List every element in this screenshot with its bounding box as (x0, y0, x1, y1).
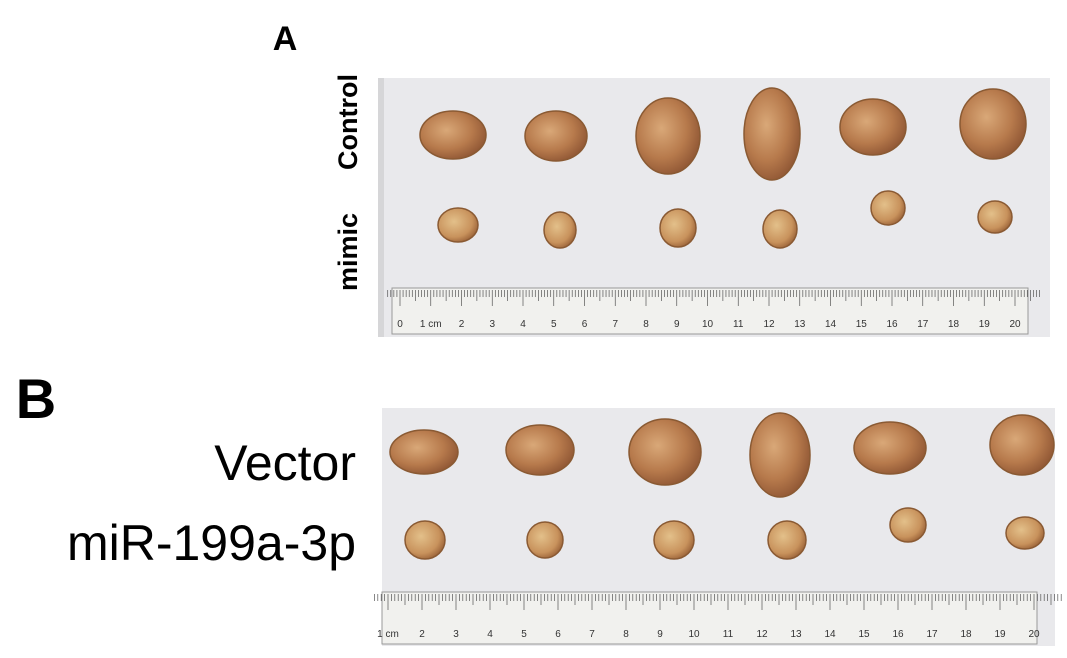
ruler-label: 3 (453, 629, 459, 640)
tumor (762, 209, 798, 249)
ruler-label: 16 (886, 319, 898, 330)
ruler-label: 8 (643, 319, 649, 330)
tumor (743, 87, 801, 181)
ruler-label: 18 (948, 319, 960, 330)
tumor (389, 429, 459, 475)
row-label: Vector (214, 435, 356, 491)
ruler-label: 12 (763, 319, 775, 330)
tumor (989, 414, 1055, 476)
ruler-label: 8 (623, 629, 629, 640)
ruler-label: 14 (825, 319, 837, 330)
ruler-label: 4 (520, 319, 526, 330)
ruler-label: 13 (794, 319, 806, 330)
tumor (505, 424, 575, 476)
tumor (437, 207, 479, 243)
ruler-label: 20 (1028, 629, 1040, 640)
tumor (870, 190, 906, 226)
tumor (853, 421, 927, 475)
tumor (889, 507, 927, 543)
ruler-label: 6 (582, 319, 588, 330)
ruler-label: 17 (926, 629, 938, 640)
tumor (1005, 516, 1045, 550)
tissue-row (419, 87, 1027, 181)
ruler-label: 7 (589, 629, 595, 640)
ruler-label: 9 (657, 629, 663, 640)
ruler-label: 9 (674, 319, 680, 330)
ruler-label: 19 (994, 629, 1006, 640)
ruler-label: 19 (979, 319, 991, 330)
tumor (543, 211, 577, 249)
row-label: mimic (333, 213, 363, 291)
ruler-label: 15 (856, 319, 868, 330)
ruler-label: 3 (489, 319, 495, 330)
tumor (977, 200, 1013, 234)
tumor (526, 521, 564, 559)
panel-label: A (273, 20, 298, 58)
ruler-label: 10 (688, 629, 700, 640)
ruler-label: 5 (521, 629, 527, 640)
tumor (959, 88, 1027, 160)
ruler-label: 14 (824, 629, 836, 640)
ruler-label: 6 (555, 629, 561, 640)
ruler-label: 11 (723, 629, 734, 640)
ruler-label: 4 (487, 629, 493, 640)
ruler-label: 12 (756, 629, 768, 640)
ruler-label: 5 (551, 319, 557, 330)
tissue-row (404, 507, 1045, 560)
tissue-row (437, 190, 1013, 249)
ruler-label: 13 (790, 629, 802, 640)
ruler-label: 0 (397, 319, 403, 330)
row-label: Control (333, 74, 363, 170)
tumor (653, 520, 695, 560)
tumor (419, 110, 487, 160)
ruler-label: 15 (858, 629, 870, 640)
ruler-label: 7 (612, 319, 618, 330)
ruler-label: 2 (419, 629, 425, 640)
panel-label: B (16, 367, 56, 430)
ruler-label: 1 cm (420, 319, 442, 330)
row-label: miR-199a-3p (67, 515, 356, 571)
tumor (749, 412, 811, 498)
ruler-label: 18 (960, 629, 972, 640)
tumor (524, 110, 588, 162)
ruler-label: 1 cm (377, 629, 399, 640)
tumor (404, 520, 446, 560)
ruler-label: 16 (892, 629, 904, 640)
tissue-row (389, 412, 1055, 498)
ruler-label: 10 (702, 319, 714, 330)
tumor (628, 418, 702, 486)
ruler-label: 11 (733, 319, 744, 330)
ruler-label: 20 (1009, 319, 1021, 330)
photo-edge (378, 78, 384, 337)
ruler-label: 17 (917, 319, 929, 330)
ruler (381, 591, 1038, 645)
tumor (659, 208, 697, 248)
tumor (635, 97, 701, 175)
tumor (839, 98, 907, 156)
tumor (767, 520, 807, 560)
ruler (391, 287, 1029, 335)
ruler-label: 2 (459, 319, 465, 330)
